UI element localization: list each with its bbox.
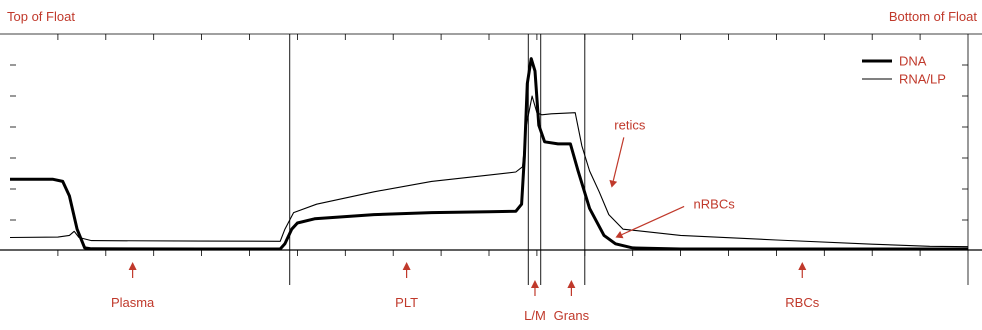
region-label: L/M bbox=[524, 308, 546, 323]
series-line-rna-lp bbox=[9, 95, 969, 248]
annotation-label: nRBCs bbox=[694, 196, 736, 211]
plot-frame bbox=[0, 33, 982, 285]
region-arrow-head bbox=[402, 262, 411, 270]
axis-ticks bbox=[10, 34, 968, 256]
region-arrow-head bbox=[567, 280, 576, 288]
annotations: retics nRBCs bbox=[609, 117, 736, 239]
region-arrow-head bbox=[530, 280, 539, 288]
region-labels: Plasma PLT L/M Grans RBCs bbox=[111, 262, 820, 323]
region-label: PLT bbox=[395, 295, 418, 310]
top-of-float-label: Top of Float bbox=[7, 9, 75, 24]
bottom-of-float-label: Bottom of Float bbox=[888, 9, 977, 24]
region-arrow-head bbox=[798, 262, 807, 270]
region-dividers bbox=[289, 34, 586, 285]
annotation-arrow-shaft bbox=[612, 137, 625, 181]
region-label: Plasma bbox=[111, 295, 155, 310]
legend-label: DNA bbox=[899, 54, 927, 69]
annotation-label: retics bbox=[614, 117, 646, 132]
annotation-arrow-head bbox=[609, 179, 618, 188]
series-lines bbox=[9, 57, 969, 251]
annotation-arrow-head bbox=[615, 230, 624, 239]
region-label: RBCs bbox=[785, 295, 819, 310]
series-line-dna bbox=[10, 57, 968, 251]
annotation-arrow-shaft bbox=[621, 205, 685, 236]
region-arrow-head bbox=[128, 262, 137, 270]
region-label: Grans bbox=[554, 308, 590, 323]
legend: DNA RNA/LP bbox=[862, 54, 946, 87]
legend-label: RNA/LP bbox=[899, 72, 946, 87]
